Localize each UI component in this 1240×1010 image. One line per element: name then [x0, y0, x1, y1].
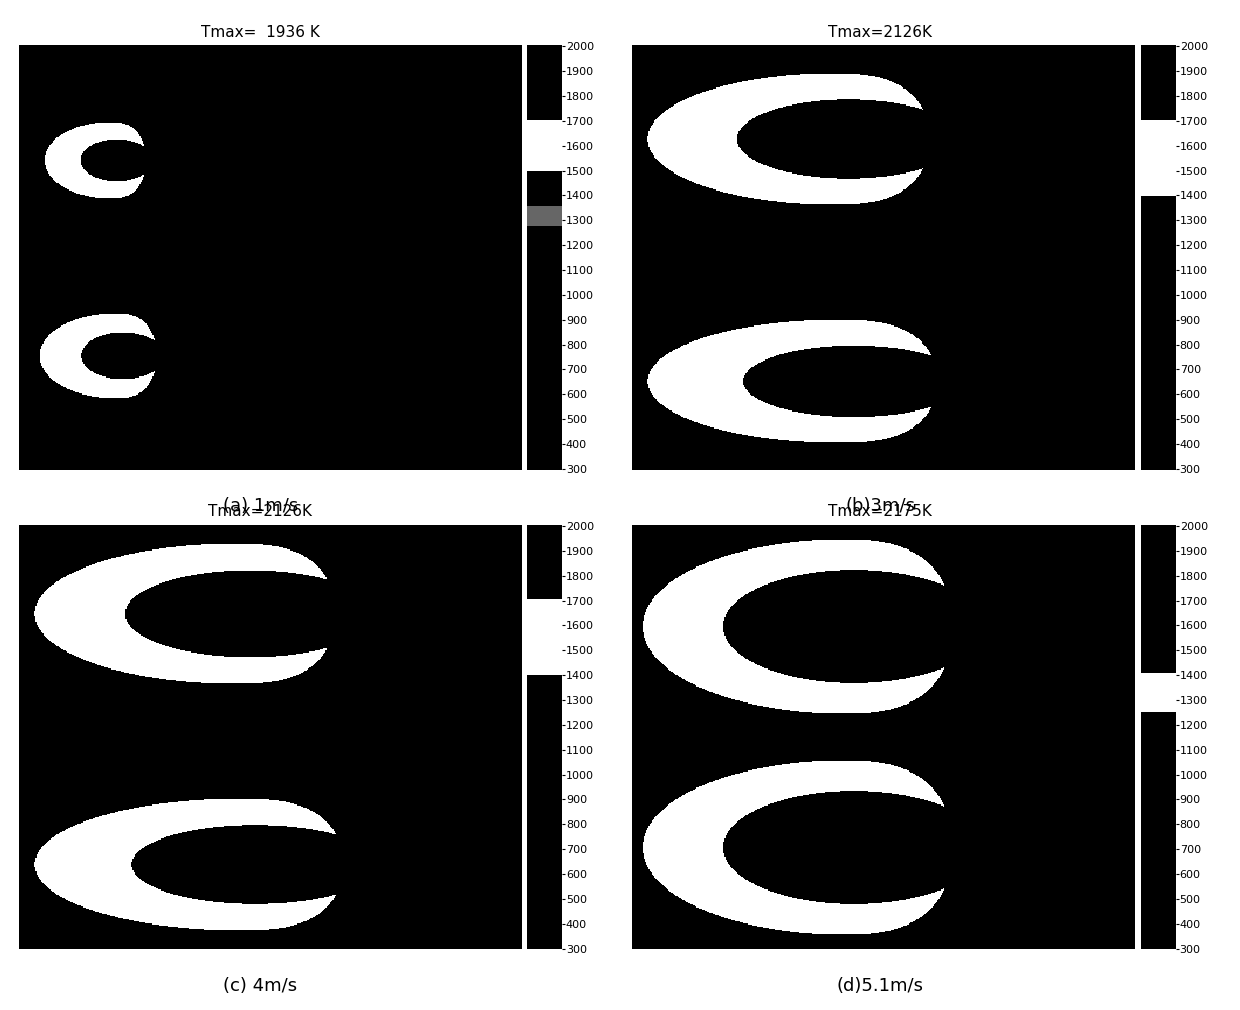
Text: (c) 4m/s: (c) 4m/s: [223, 977, 298, 995]
Text: Tmax=2126K: Tmax=2126K: [208, 504, 312, 519]
Text: Tmax=2126K: Tmax=2126K: [828, 25, 932, 40]
Text: Tmax=2175K: Tmax=2175K: [828, 504, 932, 519]
Text: (b)3m/s: (b)3m/s: [846, 497, 915, 515]
Text: (d)5.1m/s: (d)5.1m/s: [837, 977, 924, 995]
Text: Tmax=  1936 K: Tmax= 1936 K: [201, 25, 320, 40]
Text: (a) 1m/s: (a) 1m/s: [223, 497, 298, 515]
